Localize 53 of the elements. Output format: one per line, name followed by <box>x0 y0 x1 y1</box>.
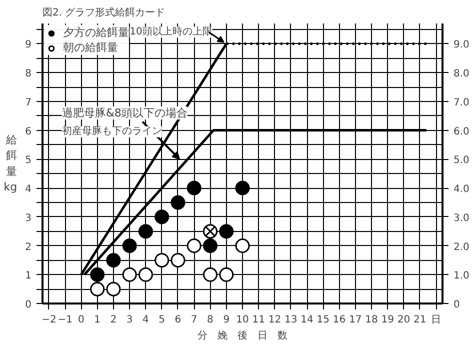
x-tick-label: 16 <box>332 314 346 326</box>
y2-tick-label: 3.0 <box>454 212 470 224</box>
x-tick-label: 12 <box>268 314 282 326</box>
y2-tick-label: 6.0 <box>454 126 470 138</box>
y-tick-label: 7 <box>25 97 32 108</box>
x-tick-label: 1 <box>94 314 101 326</box>
y2-tick-label: 2.0 <box>454 242 470 253</box>
y-tick-label: 0 <box>25 300 32 310</box>
y-tick-label: 1 <box>25 270 32 282</box>
y2-tick-label: 7.0 <box>454 97 470 108</box>
legend-label: 朝の給餌量 <box>63 40 118 55</box>
y-tick-label: 9 <box>25 40 32 51</box>
x-tick-label: 20 <box>397 314 410 326</box>
y-tick-label: 3 <box>25 212 32 224</box>
y-tick-label: 8 <box>25 68 32 80</box>
x-axis-title: 分 娩 後 日 数 <box>198 330 288 342</box>
y2-tick-label: 8.0 <box>454 68 470 80</box>
annotation: 初産母豚も下のライン <box>62 125 162 138</box>
x-tick-label: 7 <box>190 314 198 326</box>
x-tick-label: −2 <box>42 314 56 326</box>
y-tick-label: 4 <box>25 184 32 196</box>
y2-tick-label: 1.0 <box>454 270 470 282</box>
y-tick-label: 2 <box>25 242 32 253</box>
x-tick-label: 18 <box>365 314 378 326</box>
y2-tick-label: 4.0 <box>454 184 470 196</box>
x-tick-label: 5 <box>158 314 166 326</box>
x-tick-label: 14 <box>300 314 314 326</box>
x-tick-label: 21 <box>414 314 426 326</box>
y2-tick-label: 5.0 <box>454 155 470 166</box>
y-tick-label: 6 <box>25 126 32 138</box>
x-tick-label: 3 <box>126 314 133 326</box>
x-tick-label: 日 <box>431 314 442 326</box>
x-tick-label: 10 <box>236 314 249 326</box>
x-tick-label: 13 <box>284 314 298 326</box>
annotation: 過肥母豚&8頭以下の場合 <box>62 106 188 120</box>
y2-tick-label: 9.0 <box>454 40 470 51</box>
x-tick-label: 17 <box>349 314 362 326</box>
x-tick-label: 19 <box>381 314 394 326</box>
y2-tick-label: 0 <box>454 300 460 310</box>
x-tick-label: 4 <box>142 314 149 326</box>
x-tick-label: 9 <box>223 314 230 326</box>
chart-title: 図2. グラフ形式給餌カード <box>42 6 166 18</box>
x-tick-label: 8 <box>207 314 214 326</box>
x-tick-label: 15 <box>316 314 330 326</box>
x-tick-label: −1 <box>58 314 72 326</box>
x-tick-label: 2 <box>110 314 117 326</box>
y-axis-title: 給餌量 kg <box>4 134 18 194</box>
x-tick-label: 0 <box>78 314 84 326</box>
annotation: 10頭以上時の上限 <box>130 26 212 38</box>
x-tick-label: 6 <box>174 314 182 326</box>
legend-label: 夕方の給餌量 <box>63 25 129 40</box>
y-tick-label: 5 <box>25 155 32 166</box>
x-tick-label: 11 <box>252 314 265 326</box>
